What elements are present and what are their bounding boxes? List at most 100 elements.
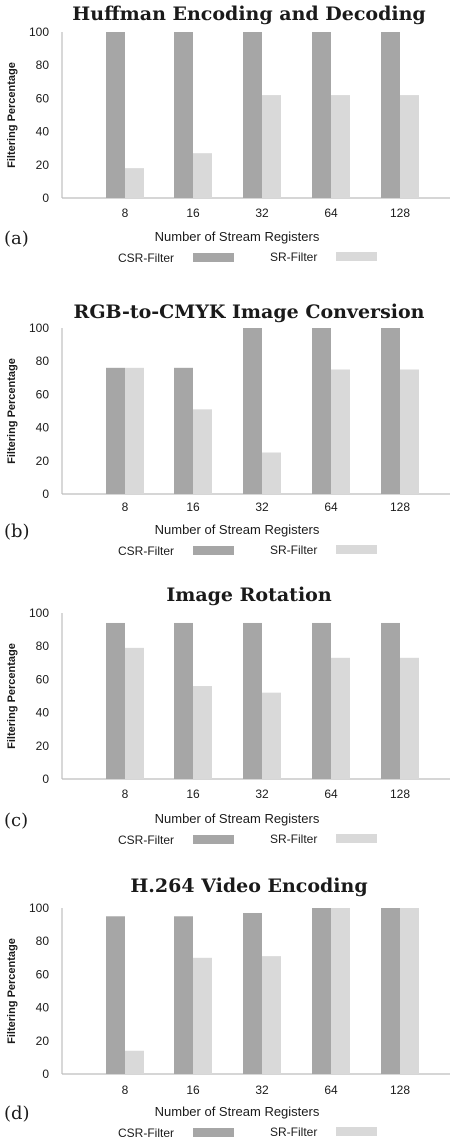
y-tick-label: 0 [42,191,49,205]
bar-sr-filter [125,1050,144,1074]
bar-csr-filter [174,367,193,494]
y-tick-label: 60 [36,91,50,105]
legend-label: CSR-Filter [118,833,174,847]
legend-label: SR-Filter [270,543,317,557]
x-tick-label: 8 [122,206,129,220]
legend-label: CSR-Filter [118,544,174,558]
bar-csr-filter [381,32,400,198]
y-tick-label: 80 [36,639,50,653]
legend: CSR-Filter SR-Filter [118,543,377,558]
chart-panel: Huffman Encoding and Decoding Filtering P… [4,3,450,265]
panel-tag: (a) [4,228,29,249]
x-tick-label: 16 [186,500,200,514]
y-tick-label: 100 [29,901,49,915]
bar-csr-filter [174,622,193,779]
x-tick-label: 64 [324,787,338,801]
bar-sr-filter [193,153,212,198]
y-tick-label: 20 [36,1034,50,1048]
x-axis-label: Number of Stream Registers [155,522,320,537]
chart-title: Huffman Encoding and Decoding [72,3,425,25]
bar-sr-filter [400,657,419,779]
bar-csr-filter [312,328,331,494]
legend-label: CSR-Filter [118,251,174,265]
bar-csr-filter [243,32,262,198]
y-tick-label: 60 [36,672,50,686]
bar-csr-filter [381,328,400,494]
chart-title: Image Rotation [166,584,332,606]
y-tick-label: 0 [42,1067,49,1081]
legend-swatch [193,546,234,555]
y-axis-label: Filtering Percentage [6,643,18,749]
y-tick-label: 20 [36,158,50,172]
x-tick-label: 128 [390,500,410,514]
bar-csr-filter [106,916,125,1074]
x-tick-label: 64 [324,1083,338,1097]
bar-sr-filter [193,957,212,1074]
y-tick-label: 60 [36,387,50,401]
y-tick-label: 100 [29,25,49,39]
bar-sr-filter [125,168,144,198]
legend-swatch [193,253,234,262]
bar-csr-filter [243,622,262,779]
bar-sr-filter [262,692,281,779]
y-tick-label: 100 [29,321,49,335]
y-tick-label: 40 [36,1001,50,1015]
y-tick-label: 40 [36,125,50,139]
bar-sr-filter [400,95,419,198]
bar-sr-filter [331,95,350,198]
x-axis-label: Number of Stream Registers [155,229,320,244]
bar-csr-filter [312,32,331,198]
y-axis-label: Filtering Percentage [6,938,18,1044]
x-tick-label: 8 [122,1083,129,1097]
x-tick-label: 8 [122,787,129,801]
x-tick-label: 16 [186,206,200,220]
y-tick-label: 20 [36,739,50,753]
y-axis-label: Filtering Percentage [6,62,18,168]
x-tick-label: 32 [255,206,269,220]
legend-swatch [336,1127,377,1136]
bar-sr-filter [331,657,350,779]
bar-csr-filter [106,367,125,494]
bar-csr-filter [381,908,400,1074]
bar-sr-filter [331,908,350,1074]
y-axis-label: Filtering Percentage [6,358,18,464]
y-tick-label: 0 [42,772,49,786]
panel-tag: (d) [4,1103,30,1124]
chart-title: RGB-to-CMYK Image Conversion [74,301,425,323]
bar-sr-filter [125,367,144,494]
x-tick-label: 8 [122,500,129,514]
bar-sr-filter [193,409,212,494]
bar-sr-filter [331,369,350,494]
legend-swatch [336,545,377,554]
legend-swatch [193,835,234,844]
x-tick-label: 64 [324,500,338,514]
legend-swatch [336,252,377,261]
bar-csr-filter [174,916,193,1074]
legend-label: SR-Filter [270,832,317,846]
chart-panel: H.264 Video Encoding Filtering Percentage… [4,875,450,1140]
bar-sr-filter [262,452,281,494]
bar-sr-filter [400,369,419,494]
chart-title: H.264 Video Encoding [130,875,367,897]
bar-sr-filter [400,908,419,1074]
x-tick-label: 16 [186,787,200,801]
legend-label: SR-Filter [270,1125,317,1139]
bar-sr-filter [262,95,281,198]
bar-csr-filter [106,32,125,198]
bar-csr-filter [174,32,193,198]
legend: CSR-Filter SR-Filter [118,832,377,847]
x-tick-label: 128 [390,1083,410,1097]
y-tick-label: 100 [29,606,49,620]
legend: CSR-Filter SR-Filter [118,1125,377,1140]
y-tick-label: 80 [36,934,50,948]
panel-tag: (b) [4,521,30,542]
bar-csr-filter [381,622,400,779]
chart-panel: Image Rotation Filtering Percentage 0 20 40 6… [4,584,450,847]
x-tick-label: 32 [255,787,269,801]
x-tick-label: 128 [390,206,410,220]
y-tick-label: 40 [36,421,50,435]
bar-sr-filter [193,686,212,779]
y-tick-label: 80 [36,354,50,368]
x-tick-label: 64 [324,206,338,220]
bar-csr-filter [312,622,331,779]
